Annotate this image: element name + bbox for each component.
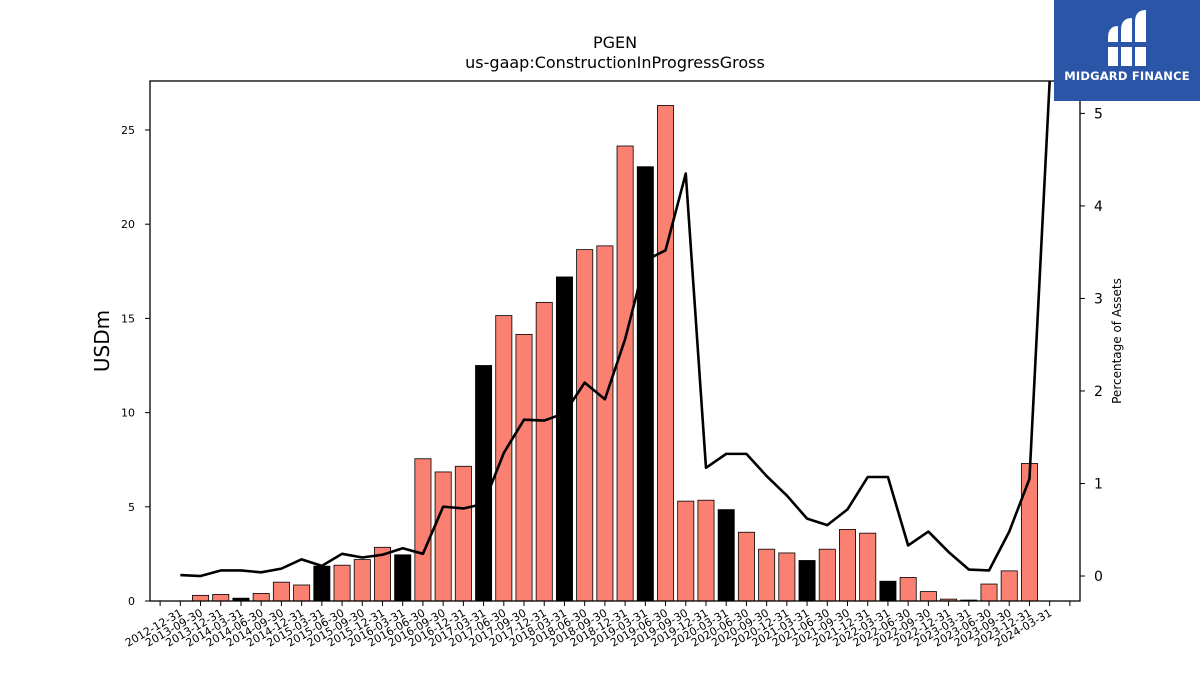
- brand-logo: MIDGARD FINANCE: [1054, 0, 1200, 101]
- chart-subtitle: us-gaap:ConstructionInProgressGross: [465, 53, 765, 72]
- bar: [899, 577, 917, 602]
- bar: [839, 529, 856, 602]
- bar: [555, 276, 573, 602]
- bar: [576, 249, 594, 602]
- bar: [313, 565, 331, 602]
- bar: [353, 559, 371, 602]
- bar-series: [192, 105, 1038, 602]
- bar: [737, 531, 755, 602]
- bar: [616, 145, 634, 602]
- y-axis-label: USDm: [90, 310, 114, 372]
- bar: [636, 166, 654, 602]
- bar: [778, 552, 796, 602]
- bar: [798, 560, 816, 602]
- bar: [919, 591, 937, 602]
- bar: [677, 500, 695, 602]
- plot-frame: [149, 80, 1081, 602]
- bar: [1000, 570, 1018, 602]
- bar: [980, 583, 998, 602]
- line-series: [180, 81, 1051, 578]
- y-tick-label: 20: [121, 218, 135, 231]
- bar: [454, 465, 472, 602]
- bar: [475, 365, 493, 602]
- bar: [657, 105, 675, 602]
- bar: [535, 301, 553, 602]
- bar: [697, 499, 715, 602]
- y2-tick-label: 0: [1094, 569, 1103, 585]
- y2-tick-label: 5: [1094, 106, 1103, 122]
- y2-axis-label: Percentage of Assets: [1110, 278, 1124, 404]
- bar: [192, 594, 210, 602]
- bar: [293, 584, 311, 602]
- y2-tick-label: 3: [1094, 291, 1103, 307]
- bar: [1020, 463, 1038, 602]
- bar: [818, 548, 836, 602]
- bar: [333, 564, 351, 602]
- bar: [717, 509, 735, 602]
- bar: [596, 245, 614, 602]
- bar: [212, 594, 230, 602]
- bar: [272, 581, 290, 602]
- bar: [434, 471, 452, 602]
- y2-tick-label: 2: [1094, 384, 1103, 400]
- axes: 05101520250123452012-12-312013-09-302013…: [121, 80, 1103, 650]
- y-tick-label: 0: [128, 595, 135, 608]
- bar: [252, 593, 270, 602]
- bar: [394, 554, 412, 602]
- y2-tick-label: 4: [1094, 199, 1103, 215]
- bar: [495, 315, 513, 602]
- bar: [859, 532, 877, 602]
- bar: [414, 458, 432, 602]
- y-tick-label: 5: [128, 501, 135, 514]
- y-tick-label: 10: [121, 407, 135, 420]
- midgard-logo-icon: [1106, 10, 1148, 66]
- percentage-line: [180, 81, 1051, 578]
- y2-tick-label: 1: [1094, 476, 1103, 492]
- brand-name: MIDGARD FINANCE: [1064, 69, 1190, 83]
- y-tick-label: 15: [121, 312, 135, 325]
- chart-title: PGEN: [593, 33, 637, 52]
- bar: [758, 548, 776, 602]
- bar: [879, 580, 897, 602]
- bar: [515, 334, 533, 602]
- y-tick-label: 25: [121, 124, 135, 137]
